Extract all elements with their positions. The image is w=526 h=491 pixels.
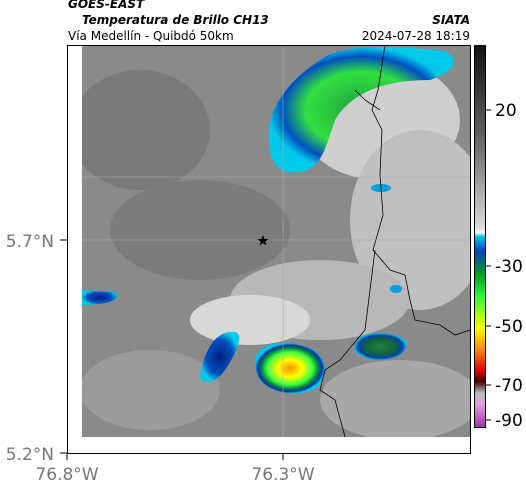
colorbar-tick-label: -50	[495, 317, 523, 337]
map-frame	[67, 45, 471, 454]
product: Temperatura de Brillo CH13	[82, 13, 269, 27]
colorbar-tick-label: -30	[495, 257, 523, 277]
colorbar-tick-label: -70	[495, 376, 523, 396]
datetime: 2024-07-28 18:19	[362, 29, 470, 43]
colorbar-tick-label: 20	[495, 101, 517, 121]
lon-label: 76.8°W	[35, 465, 98, 485]
place: Vía Medellín - Quibdó 50km	[68, 29, 234, 43]
lat-label: 5.2°N	[6, 445, 54, 465]
satellite-image	[82, 45, 470, 437]
source: GOES-EAST	[68, 0, 145, 11]
colorbar	[474, 45, 486, 428]
agency: SIATA	[432, 13, 470, 27]
colorbar-ticks: 20 -30 -50 -70 -90	[486, 101, 523, 431]
lon-label: 76.3°W	[251, 465, 314, 485]
lat-label: 5.7°N	[6, 232, 54, 252]
colorbar-tick-label: -90	[495, 411, 523, 431]
